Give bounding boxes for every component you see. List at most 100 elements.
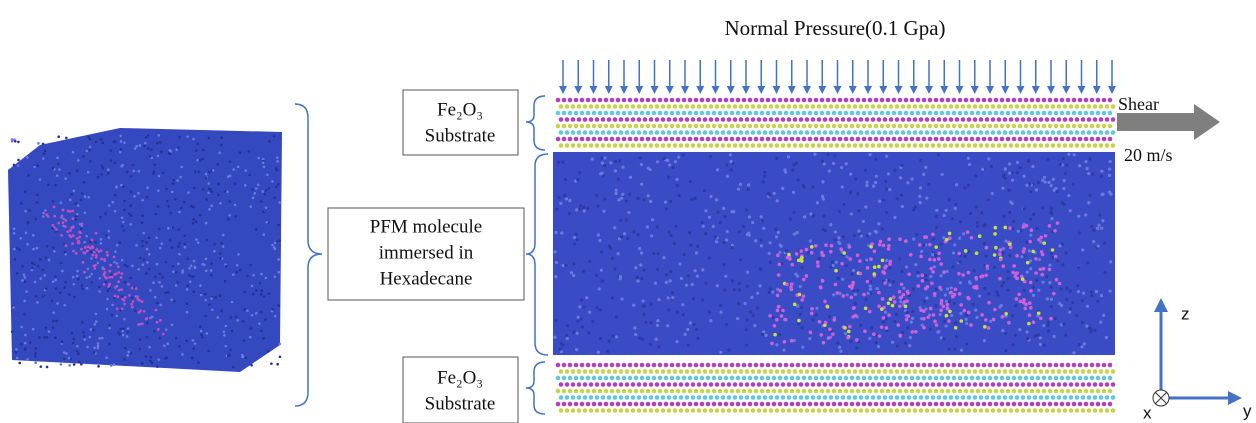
atom: [56, 302, 59, 305]
atom: [868, 363, 873, 368]
atom: [934, 254, 937, 257]
atom: [48, 330, 51, 333]
atom: [886, 124, 891, 129]
atom: [32, 248, 35, 251]
atom: [733, 143, 738, 148]
atom: [760, 363, 765, 368]
atom: [723, 215, 726, 218]
atom: [162, 172, 165, 175]
atom: [183, 201, 186, 204]
atom: [55, 287, 58, 290]
atom: [76, 275, 79, 278]
atom: [1009, 408, 1014, 413]
atom: [715, 382, 720, 387]
atom: [910, 124, 915, 129]
atom: [934, 376, 939, 381]
atom: [99, 216, 102, 219]
atom: [924, 235, 928, 239]
atom: [778, 137, 783, 142]
atom: [15, 351, 18, 354]
atom: [611, 335, 614, 338]
atom: [102, 167, 105, 170]
atom: [864, 306, 868, 310]
atom: [1001, 186, 1004, 189]
atom: [575, 208, 578, 211]
atom: [719, 351, 722, 354]
atom: [1057, 104, 1062, 109]
atom: [835, 130, 840, 135]
atom: [679, 143, 684, 148]
atom: [219, 257, 222, 260]
atom: [595, 274, 598, 277]
atom: [852, 306, 856, 310]
atom: [868, 111, 873, 116]
atom: [124, 264, 127, 267]
atom: [625, 104, 630, 109]
atom: [610, 363, 615, 368]
atom: [23, 313, 26, 316]
atom: [952, 124, 957, 129]
atom: [671, 291, 674, 294]
atom: [64, 225, 67, 228]
atom: [850, 111, 855, 116]
atom: [188, 267, 191, 270]
atom: [841, 278, 844, 281]
atom: [28, 209, 31, 212]
atom: [1096, 111, 1101, 116]
atom: [122, 328, 125, 331]
atom: [856, 98, 861, 103]
atom: [895, 117, 900, 122]
atom: [931, 408, 936, 413]
atom: [932, 237, 935, 240]
atom: [1024, 137, 1029, 142]
atom: [1046, 324, 1049, 327]
atom: [1041, 253, 1045, 257]
atom: [171, 324, 174, 327]
atom: [850, 363, 855, 368]
atom: [1102, 402, 1107, 407]
atom: [886, 111, 891, 116]
atom: [196, 142, 199, 145]
atom: [1084, 213, 1087, 216]
atom: [845, 264, 848, 267]
atom: [781, 382, 786, 387]
atom: [766, 111, 771, 116]
atom: [700, 124, 705, 129]
atom: [670, 124, 675, 129]
atom: [955, 382, 960, 387]
atom: [192, 222, 195, 225]
atom: [954, 207, 957, 210]
atom: [823, 143, 828, 148]
atom: [61, 341, 64, 344]
atom: [265, 189, 268, 192]
atom: [150, 356, 153, 359]
atom: [1096, 227, 1099, 230]
atom: [780, 245, 783, 248]
atom: [729, 153, 732, 156]
atom: [1093, 408, 1098, 413]
atom: [1097, 244, 1100, 247]
atom: [877, 395, 882, 400]
atom: [875, 341, 878, 344]
atom: [778, 376, 783, 381]
atom: [1009, 130, 1014, 135]
atom: [814, 244, 818, 248]
atom: [746, 187, 749, 190]
atom: [1030, 111, 1035, 116]
atom: [898, 290, 902, 294]
atom: [113, 294, 116, 297]
atom: [199, 159, 202, 162]
atom: [175, 148, 178, 151]
atom: [843, 326, 847, 330]
atom: [1008, 172, 1011, 175]
atom: [952, 137, 957, 142]
atom: [88, 149, 91, 152]
atom: [130, 352, 133, 355]
atom: [18, 362, 21, 365]
atom: [790, 376, 795, 381]
atom: [54, 275, 57, 278]
atom: [949, 104, 954, 109]
atom: [95, 248, 98, 251]
atom: [844, 137, 849, 142]
atom: [560, 231, 563, 234]
